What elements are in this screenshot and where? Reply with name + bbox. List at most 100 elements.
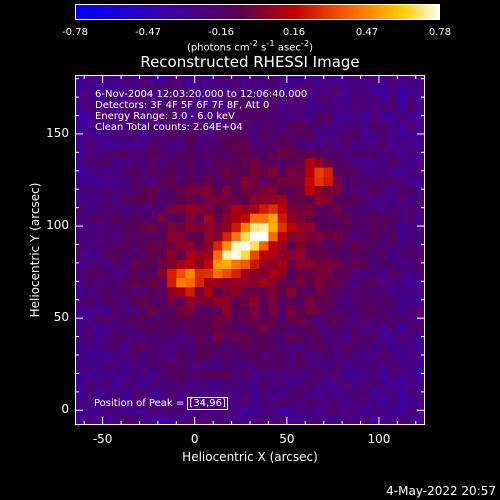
- heatmap-cell: [268, 351, 279, 362]
- heatmap-cell: [194, 277, 205, 288]
- heatmap-cell: [194, 250, 205, 260]
- heatmap-cell: [139, 378, 150, 389]
- heatmap-cell: [250, 259, 260, 269]
- heatmap-cell: [286, 323, 297, 334]
- heatmap-cell: [250, 342, 260, 352]
- heatmap-cell: [84, 213, 94, 223]
- heatmap-cell: [305, 378, 315, 389]
- heatmap-cell: [406, 360, 417, 371]
- heatmap-cell: [157, 222, 168, 233]
- heatmap-cell: [176, 75, 187, 85]
- heatmap-cell: [286, 268, 297, 279]
- heatmap-cell: [185, 305, 196, 315]
- heatmap-cell: [75, 167, 85, 177]
- heatmap-cell: [111, 167, 122, 177]
- heatmap-cell: [296, 139, 306, 150]
- heatmap-cell: [84, 369, 94, 380]
- heatmap-cell: [342, 176, 352, 187]
- heatmap-cell: [378, 342, 389, 352]
- heatmap-cell: [111, 111, 122, 122]
- heatmap-cell: [250, 111, 260, 122]
- heatmap-cell: [240, 121, 251, 131]
- heatmap-cell: [360, 93, 371, 104]
- heatmap-cell: [259, 268, 269, 279]
- heatmap-cell: [157, 323, 168, 334]
- heatmap-cell: [378, 397, 389, 408]
- heatmap-cell: [93, 111, 104, 122]
- heatmap-cell: [406, 139, 417, 150]
- heatmap-cell: [323, 84, 334, 94]
- heatmap-cell: [213, 360, 223, 371]
- heatmap-cell: [222, 102, 233, 113]
- heatmap-cell: [75, 286, 85, 297]
- heatmap-cell: [296, 259, 306, 269]
- heatmap-cell: [84, 121, 94, 131]
- heatmap-cell: [342, 121, 352, 131]
- heatmap-cell: [277, 121, 288, 131]
- heatmap-cell: [222, 111, 233, 122]
- heatmap-cell: [342, 351, 352, 362]
- heatmap-cell: [130, 84, 140, 94]
- heatmap-cell: [415, 84, 426, 94]
- colorbar-tick-label: 0.16: [282, 27, 306, 38]
- heatmap-cell: [84, 139, 94, 150]
- heatmap-cell: [250, 305, 260, 315]
- heatmap-cell: [139, 222, 150, 233]
- heatmap-cell: [250, 351, 260, 362]
- heatmap-cell: [415, 157, 426, 168]
- heatmap-cell: [231, 167, 242, 177]
- heatmap-cell: [231, 277, 242, 288]
- heatmap-cell: [167, 176, 177, 187]
- heatmap-cell: [296, 286, 306, 297]
- heatmap-cell: [296, 203, 306, 214]
- heatmap-cell: [111, 397, 122, 408]
- heatmap-cell: [406, 222, 417, 233]
- heatmap-cell: [314, 213, 325, 223]
- heatmap-cell: [342, 250, 352, 260]
- heatmap-cell: [397, 75, 408, 85]
- heatmap-cell: [259, 194, 269, 205]
- heatmap-cell: [157, 203, 168, 214]
- heatmap-cell: [121, 222, 131, 233]
- heatmap-cell: [360, 148, 371, 159]
- heatmap-cell: [84, 406, 94, 417]
- heatmap-cell: [259, 130, 269, 140]
- heatmap-cell: [111, 176, 122, 187]
- heatmap-cell: [406, 369, 417, 380]
- heatmap-cell: [259, 406, 269, 417]
- heatmap-cell: [194, 167, 205, 177]
- heatmap-cell: [222, 176, 233, 187]
- heatmap-cell: [75, 360, 85, 371]
- heatmap-cell: [222, 369, 233, 380]
- heatmap-cell: [75, 185, 85, 196]
- heatmap-cell: [167, 121, 177, 131]
- heatmap-cell: [351, 323, 362, 334]
- heatmap-cell: [194, 231, 205, 242]
- heatmap-cell: [277, 148, 288, 159]
- x-tick-label: 0: [190, 432, 199, 446]
- heatmap-cell: [397, 323, 408, 334]
- heatmap-cell: [176, 231, 187, 242]
- heatmap-cell: [139, 185, 150, 196]
- heatmap-cell: [360, 157, 371, 168]
- heatmap-cell: [222, 157, 233, 168]
- heatmap-cell: [397, 259, 408, 269]
- heatmap-cell: [222, 121, 233, 131]
- heatmap-cell: [222, 277, 233, 288]
- heatmap-cell: [185, 259, 196, 269]
- heatmap-cell: [203, 332, 214, 343]
- heatmap-cell: [351, 203, 362, 214]
- heatmap-cell: [314, 323, 325, 334]
- heatmap-cell: [84, 351, 94, 362]
- heatmap-cell: [240, 84, 251, 94]
- heatmap-cell: [259, 213, 269, 223]
- heatmap-cell: [93, 93, 104, 104]
- heatmap-cell: [194, 213, 205, 223]
- heatmap-cell: [277, 75, 288, 85]
- heatmap-cell: [415, 240, 426, 251]
- heatmap-cell: [167, 102, 177, 113]
- heatmap-cell: [111, 360, 122, 371]
- heatmap-cell: [286, 286, 297, 297]
- heatmap-cell: [277, 157, 288, 168]
- heatmap-cell: [176, 203, 187, 214]
